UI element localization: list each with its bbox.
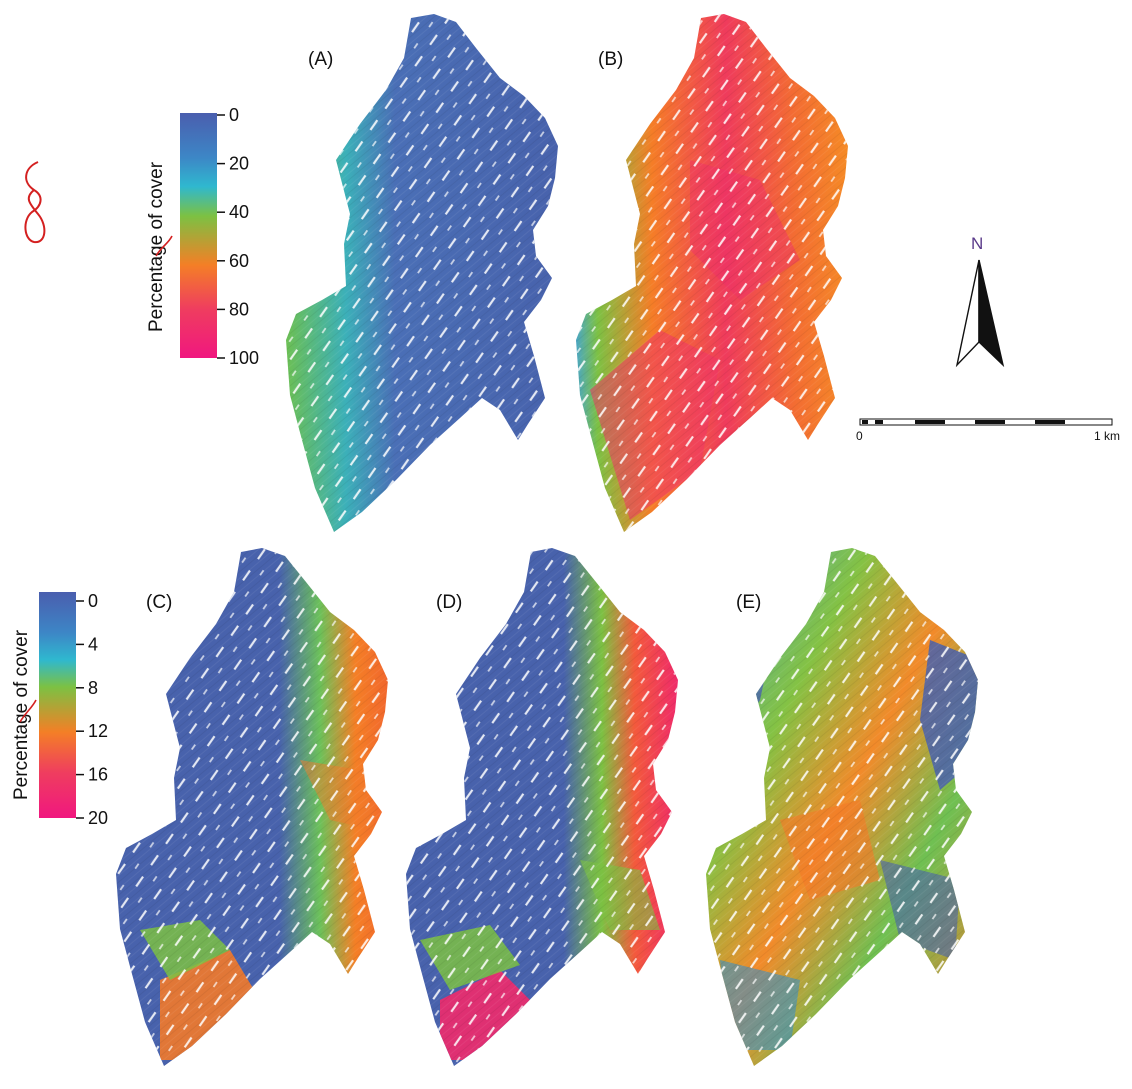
- map-panel-d: (D): [406, 548, 678, 1066]
- panel-label-a: (A): [308, 49, 333, 70]
- legend-top-annotation-strike: [155, 235, 173, 257]
- legend-bottom-title: Percentage of cover: [11, 629, 32, 800]
- scale-bar: 0 1 km: [856, 418, 1120, 443]
- legend-top-title: Percentage of cover: [146, 161, 167, 332]
- legend-top-tick-label: 0: [229, 105, 239, 125]
- legend-bottom-tick-label: 4: [88, 634, 98, 654]
- panel-label-e: (E): [736, 592, 761, 613]
- legend-top-tick-label: 20: [229, 154, 249, 174]
- legend-bottom-tick-label: 16: [88, 765, 108, 785]
- panel-label-d: (D): [436, 592, 462, 613]
- legend-bottom-annotation-strike: [19, 699, 37, 723]
- map-panel-a: (A): [286, 14, 558, 532]
- legend-bottom-tick-label: 12: [88, 721, 108, 741]
- legend-top-tick-label: 100: [229, 348, 259, 368]
- map-panel-e: (E): [706, 548, 978, 1066]
- legend-bottom-tick-label: 0: [88, 591, 98, 611]
- legend-bottom: 0 4 8 12 16 20 Percentage of cover: [11, 591, 108, 828]
- legend-top-tick-label: 60: [229, 251, 249, 271]
- map-panel-b: (B): [576, 14, 848, 532]
- panel-label-c: (C): [146, 592, 172, 613]
- legend-top: 0 20 40 60 80 100 Percentage of cover: [146, 105, 259, 368]
- handwritten-annotation: [24, 161, 46, 244]
- scale-bar-start-label: 0: [856, 429, 863, 443]
- north-arrow-label: N: [971, 234, 983, 253]
- north-arrow: N: [955, 234, 1005, 368]
- legend-bottom-tick-label: 8: [88, 678, 98, 698]
- scale-bar-end-label: 1 km: [1094, 429, 1120, 443]
- legend-top-tick-label: 40: [229, 202, 249, 222]
- legend-top-colorbar: [180, 113, 217, 358]
- legend-bottom-colorbar: [39, 592, 76, 818]
- legend-top-tick-label: 80: [229, 299, 249, 319]
- panel-label-b: (B): [598, 49, 623, 70]
- legend-bottom-tick-label: 20: [88, 808, 108, 828]
- map-panel-c: (C): [116, 548, 388, 1066]
